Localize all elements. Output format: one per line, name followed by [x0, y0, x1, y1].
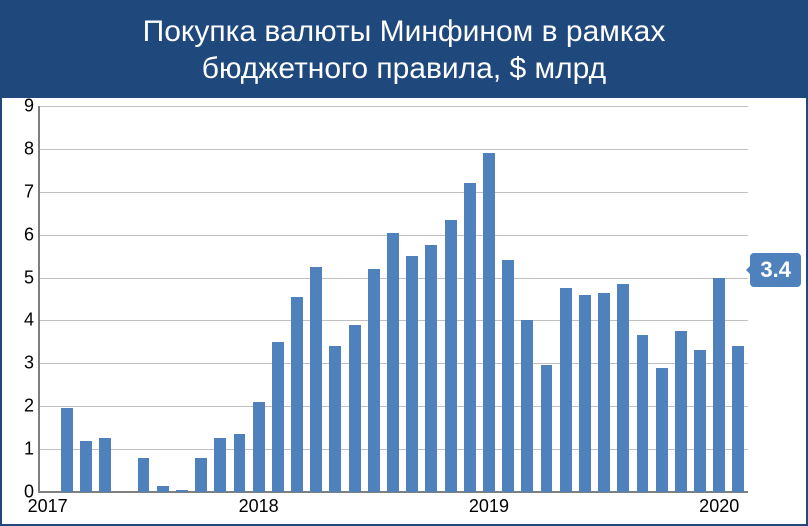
bar: [637, 335, 649, 492]
y-tick-label: 5: [6, 267, 34, 288]
bar: [138, 458, 150, 492]
bar: [732, 346, 744, 492]
bar: [502, 260, 514, 492]
title-bar: Покупка валюты Минфином в рамках бюджетн…: [2, 2, 806, 98]
y-tick-label: 1: [6, 439, 34, 460]
bar: [713, 278, 725, 492]
bar: [329, 346, 341, 492]
y-tick-label: 7: [6, 181, 34, 202]
bar: [291, 297, 303, 492]
x-tick-label: 2017: [28, 496, 68, 517]
bar: [176, 490, 188, 492]
bar: [234, 434, 246, 492]
x-tick-label: 2019: [469, 496, 509, 517]
bar: [675, 331, 687, 492]
bar: [617, 284, 629, 492]
bar: [445, 220, 457, 492]
x-tick-label: 2018: [239, 496, 279, 517]
bar: [368, 269, 380, 492]
bar: [656, 368, 668, 492]
gridline: [38, 106, 748, 107]
bar: [464, 183, 476, 492]
y-tick-label: 3: [6, 353, 34, 374]
callout-label: 3.4: [750, 253, 801, 287]
bar: [214, 438, 226, 492]
gridline: [38, 192, 748, 193]
y-tick-label: 9: [6, 96, 34, 117]
bar: [483, 153, 495, 492]
y-tick-label: 8: [6, 138, 34, 159]
y-axis-line: [38, 106, 40, 492]
bar: [310, 267, 322, 492]
bar: [598, 293, 610, 492]
bar: [406, 256, 418, 492]
bar: [694, 350, 706, 492]
y-tick-label: 6: [6, 224, 34, 245]
bar: [195, 458, 207, 492]
plot-area: [38, 106, 748, 492]
chart-title: Покупка валюты Минфином в рамках бюджетн…: [143, 13, 666, 88]
gridline: [38, 149, 748, 150]
bar: [579, 295, 591, 492]
bar: [99, 438, 111, 492]
bar: [80, 441, 92, 492]
bar: [349, 325, 361, 492]
bar: [560, 288, 572, 492]
bar: [425, 245, 437, 492]
chart-card: Покупка валюты Минфином в рамках бюджетн…: [0, 0, 808, 526]
bar: [387, 233, 399, 492]
bar: [521, 320, 533, 492]
chart-area: 3.4 01234567892017201820192020: [2, 98, 806, 524]
y-tick-label: 4: [6, 310, 34, 331]
x-tick-label: 2020: [699, 496, 739, 517]
y-tick-label: 2: [6, 396, 34, 417]
bar: [272, 342, 284, 492]
bar: [541, 365, 553, 492]
bar: [157, 486, 169, 492]
bar: [61, 408, 73, 492]
bar: [253, 402, 265, 492]
